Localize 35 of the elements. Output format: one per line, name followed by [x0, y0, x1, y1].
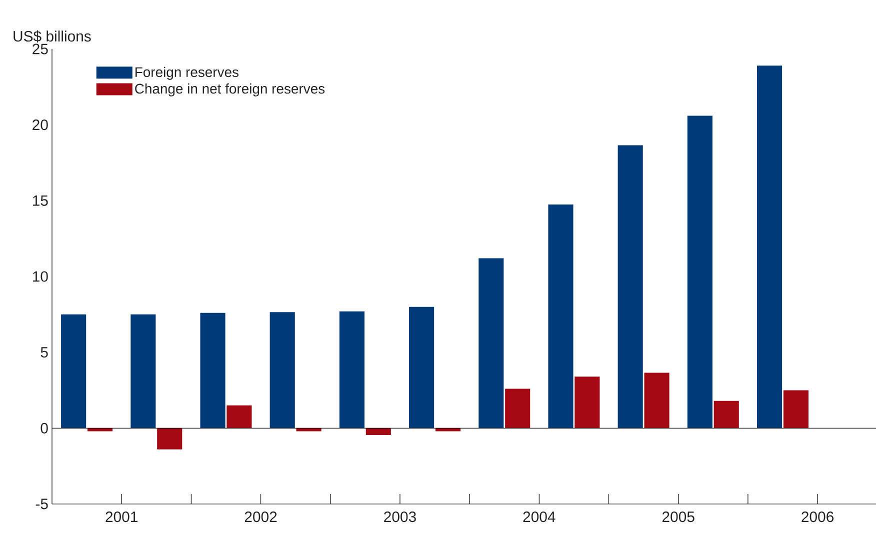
x-tick-label: 2004: [523, 512, 556, 522]
bar: [157, 428, 182, 450]
x-tick-label: 2005: [662, 512, 694, 522]
bar: [61, 314, 86, 428]
y-tick-label: 5: [40, 347, 48, 358]
y-axis-title: US$ billions: [14, 30, 91, 42]
bar: [757, 66, 782, 428]
legend-label: Foreign reserves: [136, 66, 238, 80]
bar: [618, 145, 643, 428]
y-tick-label: 25: [32, 44, 48, 54]
bar: [478, 258, 504, 428]
bar: [130, 314, 156, 428]
y-tick-label: 0: [40, 422, 48, 434]
bar: [783, 390, 809, 428]
y-tick-label: 10: [33, 271, 48, 282]
bar: [574, 376, 600, 428]
bar: [270, 312, 295, 428]
bar: [409, 306, 434, 428]
bar: [505, 388, 530, 428]
bar: [687, 116, 712, 428]
y-tick-label: 20: [32, 120, 48, 130]
bar: [714, 400, 739, 428]
bar: [366, 428, 391, 435]
y-tick-label: 15: [33, 195, 48, 206]
x-tick-label: 2006: [802, 512, 834, 522]
bar: [226, 405, 252, 428]
bar: [644, 372, 670, 428]
x-tick-label: 2002: [244, 512, 277, 522]
bar: [339, 311, 364, 428]
bar: [200, 312, 226, 428]
y-tick-label: -5: [36, 498, 48, 510]
x-tick-label: 2003: [384, 512, 416, 522]
bar: [548, 204, 574, 428]
x-tick-label: 2001: [106, 512, 138, 522]
legend-label: Change in net foreign reserves: [135, 83, 325, 96]
